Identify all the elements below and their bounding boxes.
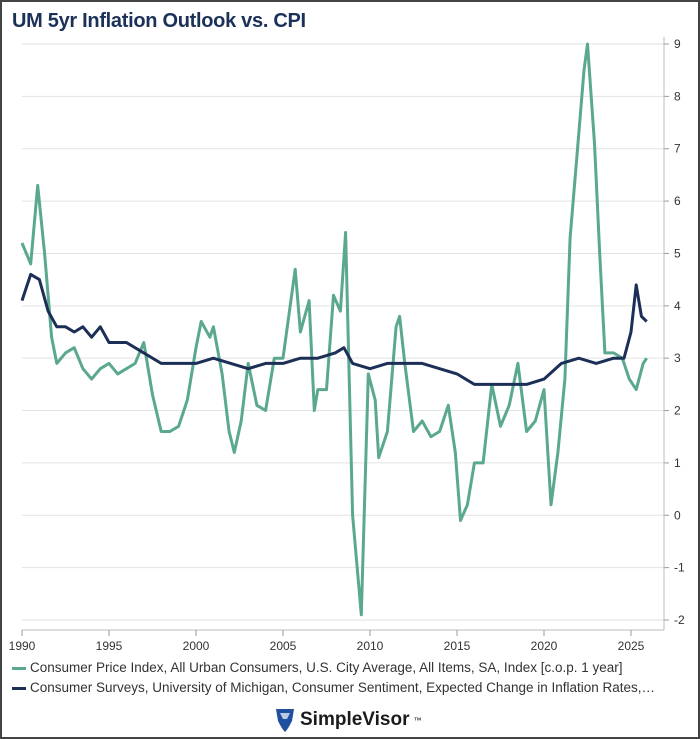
y-tick-label: 6 [674, 194, 681, 208]
x-tick-label: 2005 [270, 639, 297, 653]
legend-item-um[interactable]: Consumer Surveys, University of Michigan… [12, 680, 655, 695]
y-tick-label: 2 [674, 404, 681, 418]
legend-label-cpi: Consumer Price Index, All Urban Consumer… [30, 660, 623, 675]
x-tick-label: 2015 [444, 639, 471, 653]
eagle-shield-icon [276, 709, 294, 732]
legend-swatch-um [12, 686, 26, 690]
y-tick-label: -2 [674, 613, 685, 627]
simplevisor-logo: SimpleVisor ™ [274, 707, 421, 733]
y-tick-label: 3 [674, 351, 681, 365]
legend-label-um: Consumer Surveys, University of Michigan… [30, 680, 656, 695]
x-tick-label: 2020 [531, 639, 558, 653]
x-tick-label: 1995 [96, 639, 123, 653]
y-tick-label: 4 [674, 299, 681, 313]
y-tick-label: 1 [674, 456, 681, 470]
y-tick-label: 5 [674, 246, 681, 260]
legend-swatch-cpi [12, 666, 26, 670]
x-tick-label: 2010 [357, 639, 384, 653]
series-line-cpi [20, 42, 648, 617]
y-tick-label: 9 [674, 37, 681, 51]
x-tick-label: 2025 [618, 639, 645, 653]
series-line-um [20, 272, 648, 386]
x-tick-label: 1990 [9, 639, 36, 653]
chart-title: UM 5yr Inflation Outlook vs. CPI [12, 10, 306, 32]
y-tick-label: -1 [674, 561, 685, 575]
logo-tm: ™ [413, 715, 422, 725]
y-tick-label: 7 [674, 142, 681, 156]
y-tick-label: 0 [674, 508, 681, 522]
legend-item-cpi[interactable]: Consumer Price Index, All Urban Consumer… [12, 660, 623, 675]
y-tick-label: 8 [674, 89, 681, 103]
x-tick-label: 2000 [183, 639, 210, 653]
logo-text: SimpleVisor [300, 709, 410, 730]
